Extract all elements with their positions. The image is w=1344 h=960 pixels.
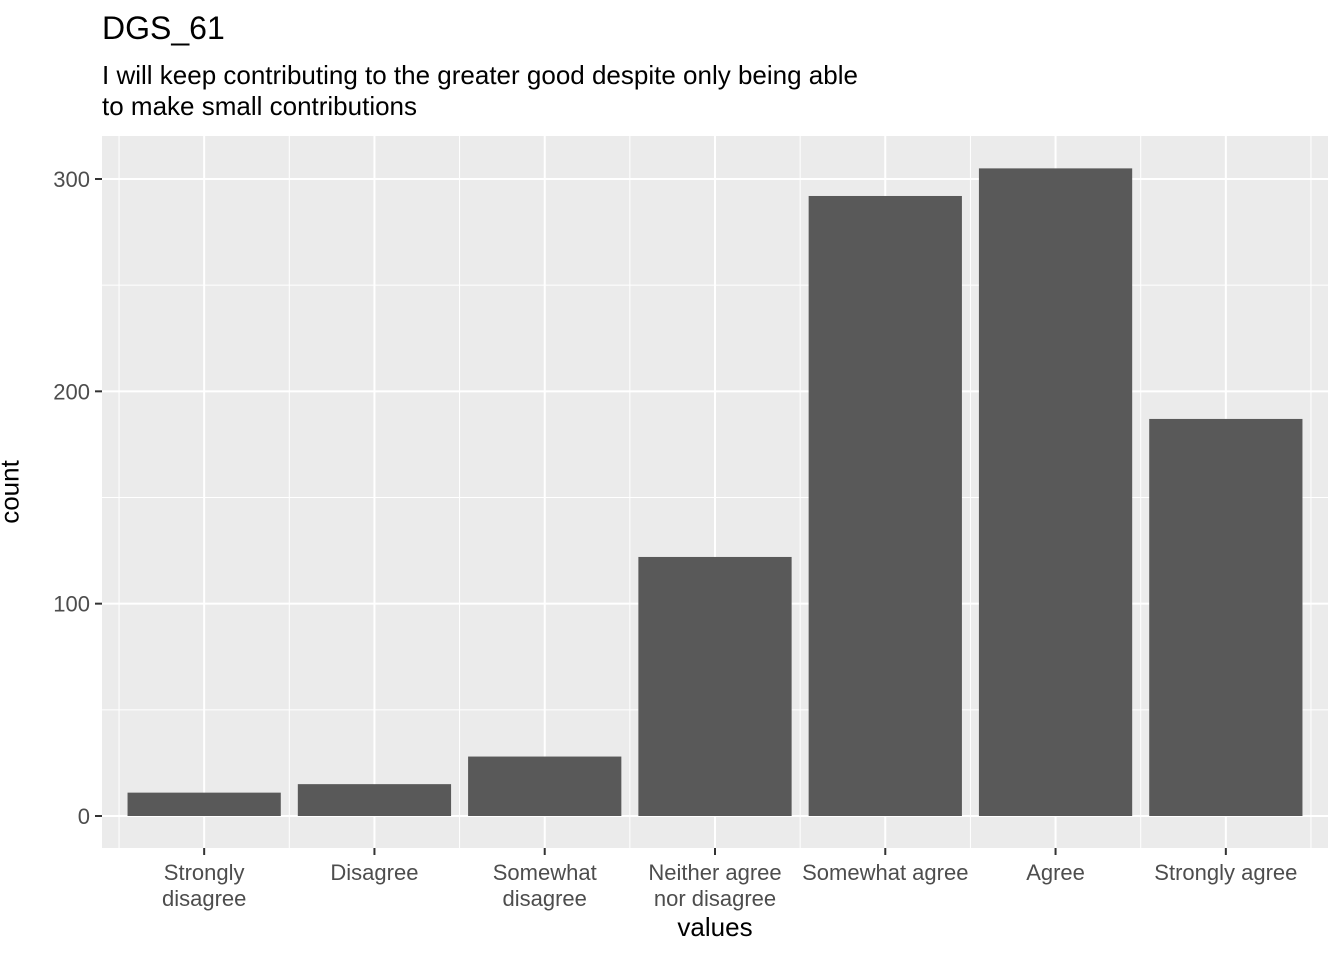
x-tick-label-line: Somewhat agree bbox=[802, 860, 968, 885]
bar bbox=[978, 168, 1133, 817]
bar bbox=[1149, 418, 1303, 816]
chart-subtitle-line-2: to make small contributions bbox=[102, 91, 418, 121]
x-tick-label-line: Agree bbox=[1026, 860, 1085, 885]
x-tick-label-line: Strongly agree bbox=[1154, 860, 1297, 885]
bar bbox=[808, 195, 962, 816]
y-tick-label: 100 bbox=[53, 592, 90, 617]
bar bbox=[127, 792, 281, 816]
y-tick-label: 200 bbox=[53, 379, 90, 404]
x-tick-label-line: Strongly bbox=[164, 860, 245, 885]
x-tick-label-line: Neither agree bbox=[648, 860, 781, 885]
x-tick-label: Strongly agree bbox=[1154, 860, 1297, 885]
chart-subtitle-line-1: I will keep contributing to the greater … bbox=[102, 60, 858, 90]
y-tick-label: 300 bbox=[53, 167, 90, 192]
bar bbox=[297, 784, 452, 816]
x-tick-label: Disagree bbox=[330, 860, 418, 885]
y-tick-label: 0 bbox=[78, 804, 90, 829]
chart-subtitle: I will keep contributing to the greater … bbox=[102, 60, 1002, 122]
chart-title: DGS_61 bbox=[102, 10, 225, 46]
x-tick-label: Somewhat disagree bbox=[493, 860, 597, 911]
x-axis-title: values bbox=[677, 912, 753, 942]
bar bbox=[468, 756, 622, 816]
x-tick-label-line: disagree bbox=[162, 886, 246, 911]
x-tick-label: Agree bbox=[1026, 860, 1085, 885]
bar bbox=[638, 556, 792, 816]
x-tick-label: Neither agree nor disagree bbox=[648, 860, 781, 911]
x-tick-label-line: nor disagree bbox=[654, 886, 776, 911]
x-tick-label-line: disagree bbox=[503, 886, 587, 911]
x-tick-label-line: Disagree bbox=[330, 860, 418, 885]
x-tick-label: Somewhat agree bbox=[802, 860, 968, 885]
x-tick-label: Strongly disagree bbox=[162, 860, 246, 911]
x-tick-label-line: Somewhat bbox=[493, 860, 597, 885]
